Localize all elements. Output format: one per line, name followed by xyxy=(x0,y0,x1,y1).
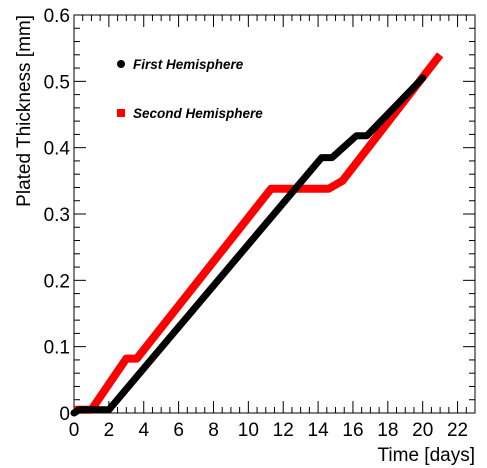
legend: First Hemisphere Second Hemisphere xyxy=(117,57,263,121)
y-axis-title: Plated Thickness [mm] xyxy=(14,15,35,207)
legend-label: First Hemisphere xyxy=(133,57,244,72)
y-tick-label: 0.4 xyxy=(44,139,71,160)
y-tick-label: 0.6 xyxy=(44,6,70,27)
x-tick-label: 14 xyxy=(308,420,330,441)
legend-marker-circle xyxy=(117,60,125,68)
x-tick-label: 2 xyxy=(104,420,115,441)
x-tick-label: 4 xyxy=(138,420,149,441)
y-tick-label: 0 xyxy=(59,404,70,425)
x-tick-label: 6 xyxy=(173,420,184,441)
x-axis-ticks: 0 2 4 6 8 10 12 14 16 18 20 22 xyxy=(69,15,476,441)
series-line-second-hemisphere xyxy=(74,52,444,414)
y-tick-label: 0.5 xyxy=(44,72,70,93)
legend-marker-square xyxy=(117,109,125,117)
x-axis-title: Time [days] xyxy=(378,445,476,466)
legend-label: Second Hemisphere xyxy=(133,106,263,121)
x-tick-label: 12 xyxy=(273,420,294,441)
x-tick-label: 8 xyxy=(208,420,219,441)
y-tick-label: 0.2 xyxy=(44,271,70,292)
x-tick-label: 16 xyxy=(342,420,363,441)
x-tick-label: 18 xyxy=(377,420,398,441)
x-tick-label: 0 xyxy=(69,420,80,441)
y-tick-label: 0.3 xyxy=(44,205,70,226)
x-tick-label: 22 xyxy=(447,420,468,441)
y-tick-label: 0.1 xyxy=(44,338,70,359)
series-layer xyxy=(70,52,444,417)
x-tick-label: 20 xyxy=(412,420,433,441)
x-tick-label: 10 xyxy=(238,420,259,441)
series-line-first-hemisphere xyxy=(70,74,427,417)
y-axis-ticks: 0 0.1 0.2 0.3 0.4 0.5 0.6 xyxy=(44,6,475,425)
